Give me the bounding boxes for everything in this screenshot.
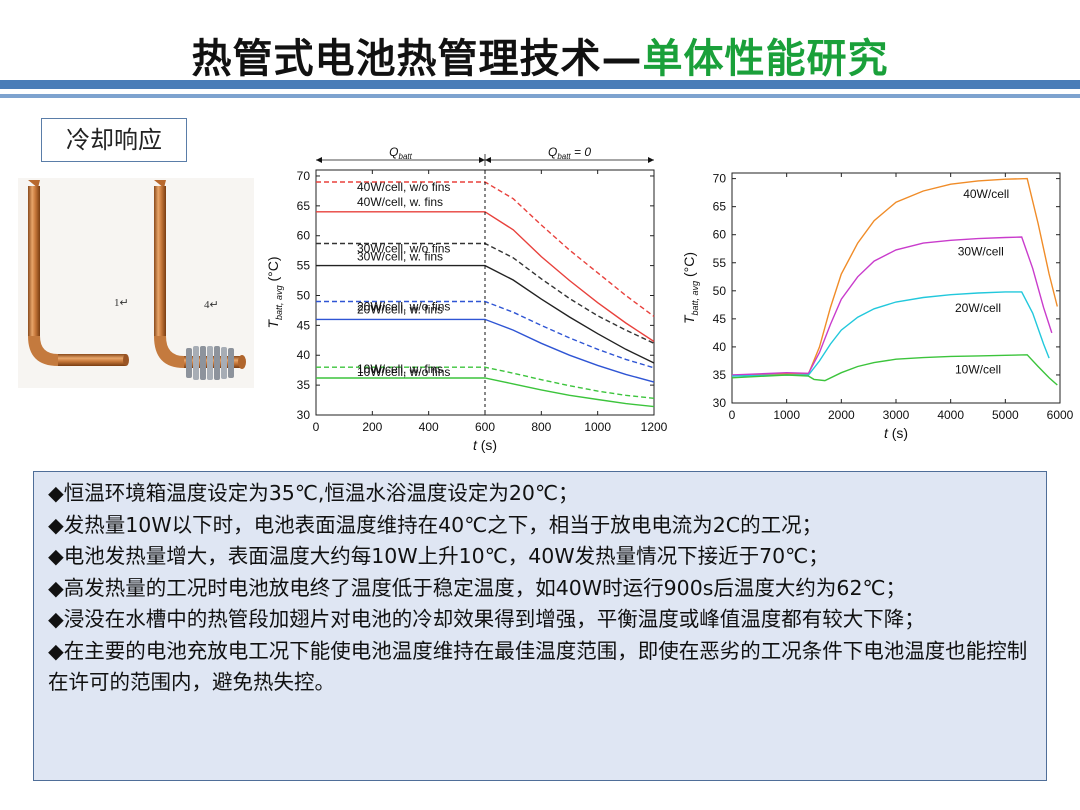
phase-arrow-head (479, 157, 485, 163)
phase-arrow-head (648, 157, 654, 163)
y-tick-label: 65 (713, 200, 727, 214)
series-line (316, 377, 655, 408)
y-tick-label: 55 (713, 256, 727, 270)
x-axis-label: t (s) (884, 425, 908, 441)
x-tick-label: 2000 (828, 408, 855, 422)
y-tick-label: 35 (297, 378, 311, 392)
plot-frame (731, 172, 1061, 404)
series-line (316, 318, 655, 383)
x-tick-label: 200 (362, 420, 382, 434)
x-tick-label: 0 (729, 408, 736, 422)
series-line (316, 242, 655, 344)
series-line (731, 291, 1050, 377)
notes-box: ◆恒温环境箱温度设定为35℃,恒温水浴温度设定为20℃； ◆发热量10W以下时，… (33, 471, 1047, 781)
series-label: 10W/cell, w/o fins (357, 365, 450, 379)
x-tick-label: 3000 (883, 408, 910, 422)
series-line (316, 300, 655, 369)
series-label: 10W/cell, w. fins (357, 362, 443, 376)
x-tick-label: 1200 (641, 420, 668, 434)
y-tick-label: 70 (713, 172, 727, 186)
heat-pipe-photo: 1↵ 4↵ (18, 178, 254, 388)
title-rule-thin (0, 94, 1080, 98)
heat-pipe-1 (28, 180, 129, 366)
y-tick-label: 30 (297, 408, 311, 422)
series-label: 30W/cell, w/o fins (357, 242, 450, 256)
phase-label: Qbatt (389, 145, 412, 161)
x-tick-label: 6000 (1047, 408, 1074, 422)
series-line (316, 264, 655, 364)
y-tick-label: 50 (713, 284, 727, 298)
series-label: 30W/cell, w. fins (357, 250, 443, 264)
y-tick-label: 70 (297, 169, 311, 183)
series-line (316, 181, 655, 317)
heat-pipe-4 (154, 180, 246, 380)
slide-title: 热管式电池热管理技术—单体性能研究 (0, 26, 1080, 84)
note-3: ◆电池发热量增大，表面温度大约每10W上升10℃，40W发热量情况下接近于70℃… (48, 544, 829, 568)
phase-label: Qbatt = 0 (548, 145, 591, 161)
series-label: 20W/cell (955, 301, 1001, 315)
y-tick-label: 40 (297, 348, 311, 362)
note-6: ◆在主要的电池充放电工况下能使电池温度维持在最佳温度范围，即使在恶劣的工况条件下… (48, 638, 1028, 695)
y-tick-label: 50 (297, 288, 311, 302)
series-label: 20W/cell, w. fins (357, 302, 443, 316)
section-label: 冷却响应 (41, 118, 187, 162)
y-tick-label: 45 (297, 318, 311, 332)
photo-label-4: 4↵ (204, 299, 219, 311)
title-sub: 单体性能研究 (642, 36, 889, 82)
cooling-response-chart-fins: 0 200 400 600 800 1000 1200 30 35 40 45 50 55 60 65 70 t… (265, 145, 668, 453)
series-line (731, 177, 1058, 377)
x-tick-label: 1000 (584, 420, 611, 434)
x-tick-label: 0 (313, 420, 320, 434)
y-tick-label: 60 (713, 228, 727, 242)
note-4: ◆高发热量的工况时电池放电终了温度低于稳定温度，如40W时运行900s后温度大约… (48, 575, 907, 600)
series-line (316, 211, 655, 343)
title-main: 热管式电池热管理技术— (191, 36, 643, 82)
series-label: 40W/cell, w. fins (357, 195, 443, 209)
x-axis-label: t (s) (473, 437, 497, 453)
note-2: ◆发热量10W以下时，电池表面温度维持在40℃之下，相当于放电电流为2C的工况； (48, 512, 823, 537)
x-tick-label: 1000 (773, 408, 800, 422)
y-tick-label: 40 (713, 340, 727, 354)
y-axis-label: Tbatt, avg (°C) (265, 256, 284, 328)
series-label: 30W/cell (958, 244, 1004, 258)
series-label: 20W/cell, w/o fins (357, 299, 450, 313)
series-line (316, 366, 655, 399)
note-5: ◆浸没在水槽中的热管段加翅片对电池的冷却效果得到增强，平衡温度或峰值温度都有较大… (48, 607, 925, 631)
x-tick-label: 800 (531, 420, 551, 434)
x-tick-label: 600 (475, 420, 495, 434)
y-axis-label: Tbatt, avg (°C) (681, 252, 700, 324)
x-tick-label: 400 (419, 420, 439, 434)
title-rule-thick (0, 80, 1080, 89)
series-label: 10W/cell (955, 362, 1001, 376)
y-tick-label: 55 (297, 259, 311, 273)
heating-response-chart: 0 1000 2000 3000 4000 5000 6000 30 35 40 45 50 55 60 6… (681, 172, 1074, 441)
title-bar: 热管式电池热管理技术—单体性能研究 (0, 0, 1080, 82)
series-label: 40W/cell (963, 187, 1009, 201)
phase-arrow-head (316, 157, 322, 163)
x-tick-label: 4000 (937, 408, 964, 422)
phase-arrow-head (485, 157, 491, 163)
y-tick-label: 35 (713, 368, 727, 382)
series-label: 40W/cell, w/o fins (357, 180, 450, 194)
y-tick-label: 60 (297, 229, 311, 243)
photo-label-1: 1↵ (114, 297, 129, 309)
y-tick-label: 65 (297, 199, 311, 213)
series-line (731, 236, 1053, 376)
series-line (731, 354, 1058, 386)
fins (186, 346, 234, 380)
y-tick-label: 45 (713, 312, 727, 326)
note-1: ◆恒温环境箱温度设定为35℃,恒温水浴温度设定为20℃； (48, 481, 579, 505)
x-tick-label: 5000 (992, 408, 1019, 422)
y-tick-label: 30 (713, 396, 727, 410)
